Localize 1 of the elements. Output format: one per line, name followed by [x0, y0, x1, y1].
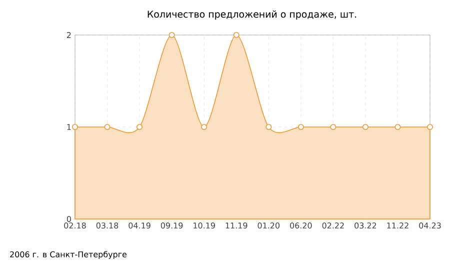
- chart-title: Количество предложений о продаже, шт.: [148, 10, 356, 20]
